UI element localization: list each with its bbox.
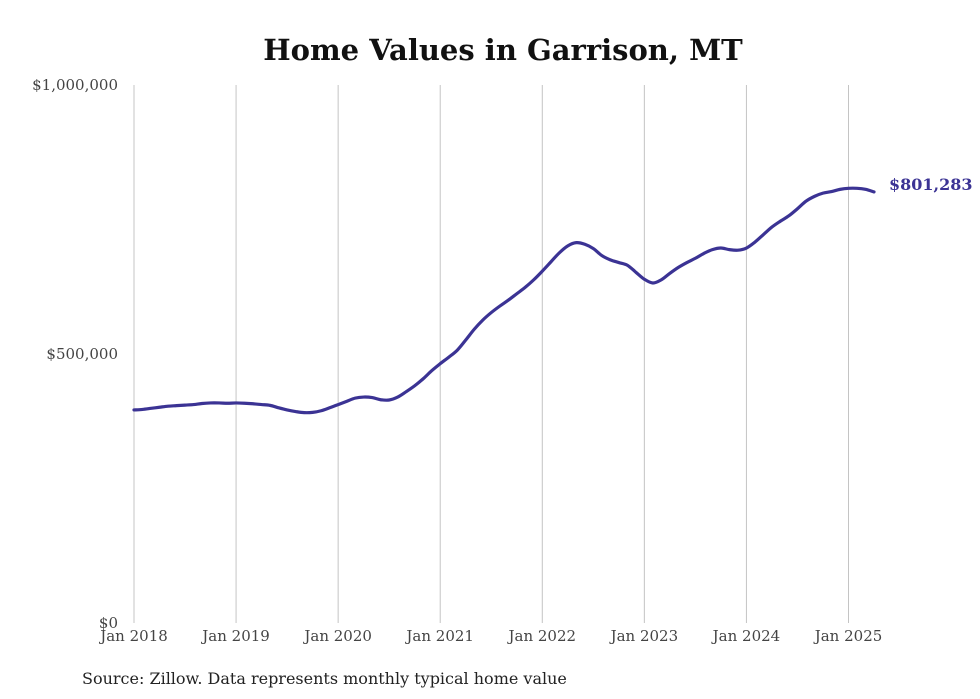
y-tick-label: $0 xyxy=(99,614,118,632)
x-axis-ticks: Jan 2018 Jan 2019 Jan 2020 Jan 2021 Jan 2022… xyxy=(98,627,882,645)
x-tick-label: Jan 2018 xyxy=(98,627,168,645)
y-tick-label: $1,000,000 xyxy=(32,76,118,94)
chart-title: Home Values in Garrison, MT xyxy=(263,33,743,67)
source-note: Source: Zillow. Data represents monthly … xyxy=(82,669,567,688)
latest-value-label: $801,283 xyxy=(889,175,973,194)
x-tick-label: Jan 2024 xyxy=(711,627,781,645)
y-axis-ticks: $0 $500,000 $1,000,000 xyxy=(32,76,118,632)
x-tick-label: Jan 2025 xyxy=(813,627,883,645)
x-tick-label: Jan 2022 xyxy=(507,627,577,645)
y-tick-label: $500,000 xyxy=(46,345,118,363)
x-tick-label: Jan 2020 xyxy=(302,627,372,645)
x-tick-label: Jan 2021 xyxy=(404,627,474,645)
grid-lines xyxy=(133,85,849,623)
x-tick-label: Jan 2023 xyxy=(609,627,679,645)
home-value-series-line xyxy=(132,186,876,415)
x-tick-label: Jan 2019 xyxy=(200,627,270,645)
